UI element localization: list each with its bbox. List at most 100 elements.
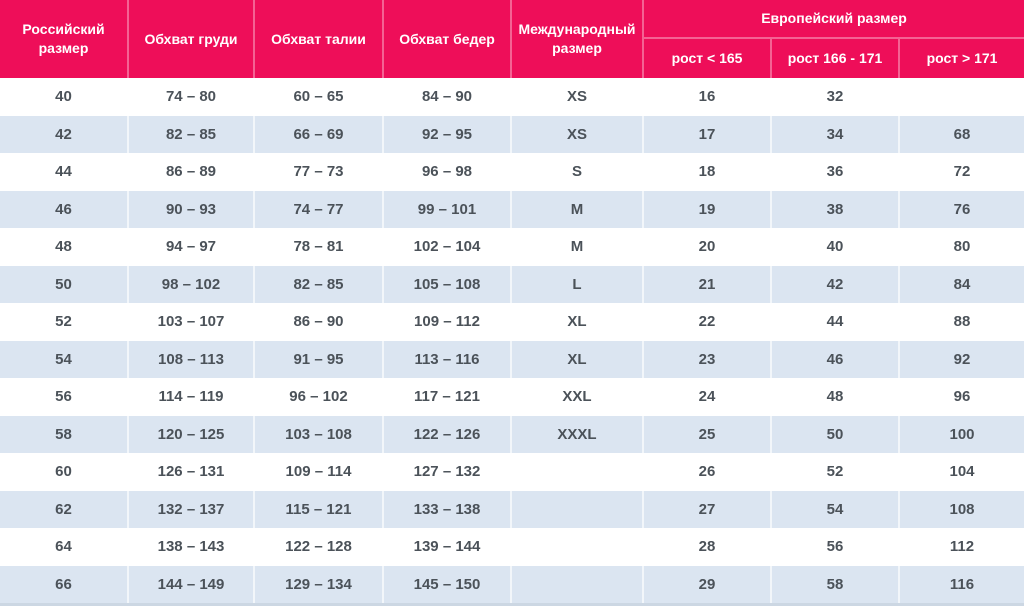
- table-cell: 86 – 89: [127, 153, 253, 191]
- table-cell: 129 – 134: [253, 565, 382, 603]
- table-cell: 17: [642, 115, 770, 153]
- header-international-size: Международный размер: [510, 0, 642, 78]
- table-header: Российский размер Обхват груди Обхват та…: [0, 0, 1024, 78]
- table-cell: XXL: [510, 378, 642, 416]
- table-cell: 56: [0, 378, 127, 416]
- table-cell: 66: [0, 565, 127, 603]
- table-cell: 108: [898, 490, 1024, 528]
- table-row: 52 103 – 107 86 – 90 109 – 112 XL 22 44 88: [0, 303, 1024, 341]
- table-cell: 139 – 144: [382, 528, 510, 566]
- table-cell: 99 – 101: [382, 190, 510, 228]
- table-cell: 48: [0, 228, 127, 266]
- table-cell: 40: [0, 78, 127, 116]
- header-european-size-group: Европейский размер: [642, 0, 1024, 39]
- table-cell: 108 – 113: [127, 340, 253, 378]
- table-cell: 112: [898, 528, 1024, 566]
- table-cell: 127 – 132: [382, 453, 510, 491]
- table-cell: 132 – 137: [127, 490, 253, 528]
- table-cell: XS: [510, 115, 642, 153]
- table-cell: 40: [770, 228, 898, 266]
- table-cell: 90 – 93: [127, 190, 253, 228]
- header-height-gt-171: рост > 171: [898, 39, 1024, 78]
- table-cell: 50: [0, 265, 127, 303]
- table-cell: 32: [770, 78, 898, 116]
- table-row: 60 126 – 131 109 – 114 127 – 132 26 52 104: [0, 453, 1024, 491]
- table-cell: 80: [898, 228, 1024, 266]
- table-cell: 92 – 95: [382, 115, 510, 153]
- table-cell: 77 – 73: [253, 153, 382, 191]
- table-cell: 133 – 138: [382, 490, 510, 528]
- table-cell: 54: [0, 340, 127, 378]
- table-cell: 50: [770, 415, 898, 453]
- table-row: 46 90 – 93 74 – 77 99 – 101 M 19 38 76: [0, 190, 1024, 228]
- table-cell: 58: [0, 415, 127, 453]
- table-cell: [510, 453, 642, 491]
- table-row: 40 74 – 80 60 – 65 84 – 90 XS 16 32: [0, 78, 1024, 116]
- table-row: 62 132 – 137 115 – 121 133 – 138 27 54 108: [0, 490, 1024, 528]
- table-cell: 44: [770, 303, 898, 341]
- table-cell: 42: [0, 115, 127, 153]
- table-cell: 21: [642, 265, 770, 303]
- table-cell: 44: [0, 153, 127, 191]
- table-cell: 19: [642, 190, 770, 228]
- table-cell: 16: [642, 78, 770, 116]
- table-cell: 52: [770, 453, 898, 491]
- table-cell: 126 – 131: [127, 453, 253, 491]
- table-cell: M: [510, 190, 642, 228]
- table-cell: 54: [770, 490, 898, 528]
- table-cell: XL: [510, 303, 642, 341]
- header-height-lt-165: рост < 165: [642, 39, 770, 78]
- table-cell: 86 – 90: [253, 303, 382, 341]
- table-cell: 92: [898, 340, 1024, 378]
- table-cell: 120 – 125: [127, 415, 253, 453]
- table-cell: 117 – 121: [382, 378, 510, 416]
- table-cell: 105 – 108: [382, 265, 510, 303]
- table-cell: 104: [898, 453, 1024, 491]
- header-russian-size: Российский размер: [0, 0, 127, 78]
- table-cell: 76: [898, 190, 1024, 228]
- table-cell: 74 – 80: [127, 78, 253, 116]
- header-waist: Обхват талии: [253, 0, 382, 78]
- table-row: 64 138 – 143 122 – 128 139 – 144 28 56 112: [0, 528, 1024, 566]
- table-cell: 122 – 128: [253, 528, 382, 566]
- table-cell: 62: [0, 490, 127, 528]
- table-cell: 88: [898, 303, 1024, 341]
- table-cell: 100: [898, 415, 1024, 453]
- table-cell: 109 – 112: [382, 303, 510, 341]
- table-cell: 64: [0, 528, 127, 566]
- table-row: 58 120 – 125 103 – 108 122 – 126 XXXL 25 50 100: [0, 415, 1024, 453]
- table-row: 66 144 – 149 129 – 134 145 – 150 29 58 116: [0, 565, 1024, 603]
- table-cell: 36: [770, 153, 898, 191]
- table-cell: 84 – 90: [382, 78, 510, 116]
- table-cell: 144 – 149: [127, 565, 253, 603]
- table-cell: 46: [0, 190, 127, 228]
- table-cell: 115 – 121: [253, 490, 382, 528]
- table-cell: [898, 78, 1024, 116]
- table-row: 50 98 – 102 82 – 85 105 – 108 L 21 42 84: [0, 265, 1024, 303]
- table-cell: 91 – 95: [253, 340, 382, 378]
- table-cell: 109 – 114: [253, 453, 382, 491]
- table-cell: 138 – 143: [127, 528, 253, 566]
- table-cell: [510, 565, 642, 603]
- table-cell: 26: [642, 453, 770, 491]
- header-height-166-171: рост 166 - 171: [770, 39, 898, 78]
- table-cell: S: [510, 153, 642, 191]
- table-cell: 96 – 98: [382, 153, 510, 191]
- table-cell: 116: [898, 565, 1024, 603]
- table-cell: 96 – 102: [253, 378, 382, 416]
- table-cell: [510, 490, 642, 528]
- table-cell: 29: [642, 565, 770, 603]
- table-cell: 66 – 69: [253, 115, 382, 153]
- table-cell: 24: [642, 378, 770, 416]
- table-cell: 98 – 102: [127, 265, 253, 303]
- table-cell: 74 – 77: [253, 190, 382, 228]
- table-cell: XXXL: [510, 415, 642, 453]
- table-cell: 102 – 104: [382, 228, 510, 266]
- table-cell: XS: [510, 78, 642, 116]
- table-cell: 114 – 119: [127, 378, 253, 416]
- table-row: 54 108 – 113 91 – 95 113 – 116 XL 23 46 92: [0, 340, 1024, 378]
- header-hips: Обхват бедер: [382, 0, 510, 78]
- table-cell: 58: [770, 565, 898, 603]
- table-cell: 103 – 107: [127, 303, 253, 341]
- table-cell: 48: [770, 378, 898, 416]
